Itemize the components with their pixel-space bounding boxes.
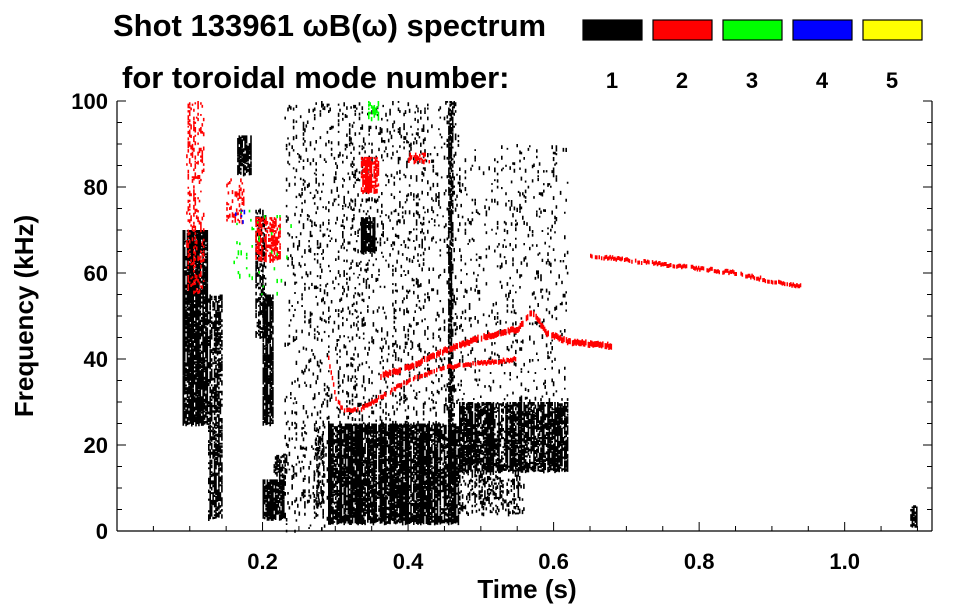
mode-2-curve-2 (590, 253, 802, 289)
x-tick-label: 1.0 (829, 549, 860, 574)
legend-entry-5: 5 (862, 19, 923, 93)
spectrum-region-mode-1 (459, 470, 525, 517)
spectrum-region-9-cells (328, 423, 460, 526)
legend-label: 4 (816, 68, 829, 93)
spectrum-region-10-cells (328, 101, 460, 427)
spectrum-region-16-cells (910, 505, 918, 528)
spectrum-region-2-cells (237, 135, 252, 177)
axes: 0 20 40 60 80 100 0.2 0.4 0.6 0.8 1.0 (71, 89, 933, 574)
y-tick-label: 80 (84, 175, 108, 200)
spectrum-region-4-cells (262, 294, 274, 427)
mode-2-curve-1-trace (380, 310, 613, 380)
spectrum-region-mode-2 (255, 217, 281, 263)
spectrum-region-24-cells (234, 209, 246, 224)
legend-entry-3: 3 (722, 19, 783, 93)
spectrum-region-mode-1 (313, 423, 325, 510)
y-tick-label: 60 (84, 261, 108, 286)
legend-swatch (792, 19, 853, 41)
legend-entry-2: 2 (652, 19, 713, 93)
x-tick-label: 0.8 (684, 549, 715, 574)
spectrum-region-mode-1 (328, 423, 460, 526)
spectrum-region-18-cells (226, 178, 245, 225)
spectrum-region-mode-1 (262, 479, 285, 521)
y-tick-label: 40 (84, 347, 108, 372)
y-tick-label: 0 (96, 519, 108, 544)
legend-swatch (582, 19, 643, 41)
spectrum-region-mode-1 (284, 101, 329, 533)
spectrum-region-mode-1 (448, 101, 454, 499)
chart-title-line2: for toroidal mode number: (122, 60, 510, 95)
spectrum-region-mode-2 (408, 152, 431, 165)
spectrum-region-mode-1 (360, 217, 376, 254)
x-tick-label: 0.2 (247, 549, 278, 574)
legend-label: 5 (886, 68, 898, 93)
x-tick-label: 0.6 (538, 549, 569, 574)
spectrum-region-17-cells (186, 101, 205, 295)
spectrum-region-mode-1 (459, 402, 569, 474)
legend-label: 1 (606, 68, 618, 93)
legend-swatch (652, 19, 713, 41)
plot-area (182, 101, 918, 533)
spectrum-region-mode-2 (186, 101, 205, 295)
legend-swatch (862, 19, 923, 41)
spectrum-region-21-cells (408, 152, 431, 165)
legend-entry-1: 1 (582, 19, 643, 93)
x-tick-label: 0.4 (393, 549, 424, 574)
spectrum-region-mode-4 (234, 209, 246, 224)
mode-2-curve-1 (380, 310, 613, 380)
spectrum-region-6-cells (273, 453, 286, 487)
spectrum-region-mode-1 (208, 294, 223, 521)
spectrum-region-mode-1 (237, 135, 252, 177)
spectrum-region-22-cells (368, 101, 380, 122)
spectrum-region-11-cells (360, 217, 376, 254)
spectrum-region-5-cells (262, 479, 285, 521)
mode-2-curve-2-trace (590, 253, 802, 289)
spectrum-region-mode-1 (273, 453, 286, 487)
y-tick-label: 20 (84, 433, 108, 458)
chart-title-line1: Shot 133961 ωB(ω) spectrum (113, 8, 546, 43)
legend-entry-4: 4 (792, 19, 853, 93)
spectrum-region-7-cells (284, 101, 329, 533)
spectrum-region-19-cells (255, 217, 281, 263)
spectrum-region-14-cells (459, 470, 525, 517)
spectrum-region-13-cells (459, 402, 569, 474)
legend: 1 2 3 4 5 (582, 19, 923, 93)
spectrum-region-8-cells (313, 423, 325, 510)
spectrum-region-mode-1 (328, 101, 460, 427)
y-tick-label: 100 (71, 89, 108, 114)
spectrum-region-20-cells (360, 156, 380, 195)
legend-swatch (722, 19, 783, 41)
spectrum-region-mode-3 (368, 101, 380, 122)
legend-label: 2 (676, 68, 688, 93)
spectrum-region-12-cells (448, 101, 454, 499)
spectrum-region-mode-1 (262, 294, 274, 427)
spectrum-region-mode-2 (360, 156, 380, 195)
spectrum-region-1-cells (208, 294, 223, 521)
legend-label: 3 (746, 68, 758, 93)
spectrum-region-mode-2 (226, 178, 245, 225)
spectrum-region-mode-1 (910, 505, 918, 528)
y-axis-label: Frequency (kHz) (9, 215, 39, 417)
x-axis-label: Time (s) (477, 574, 576, 604)
